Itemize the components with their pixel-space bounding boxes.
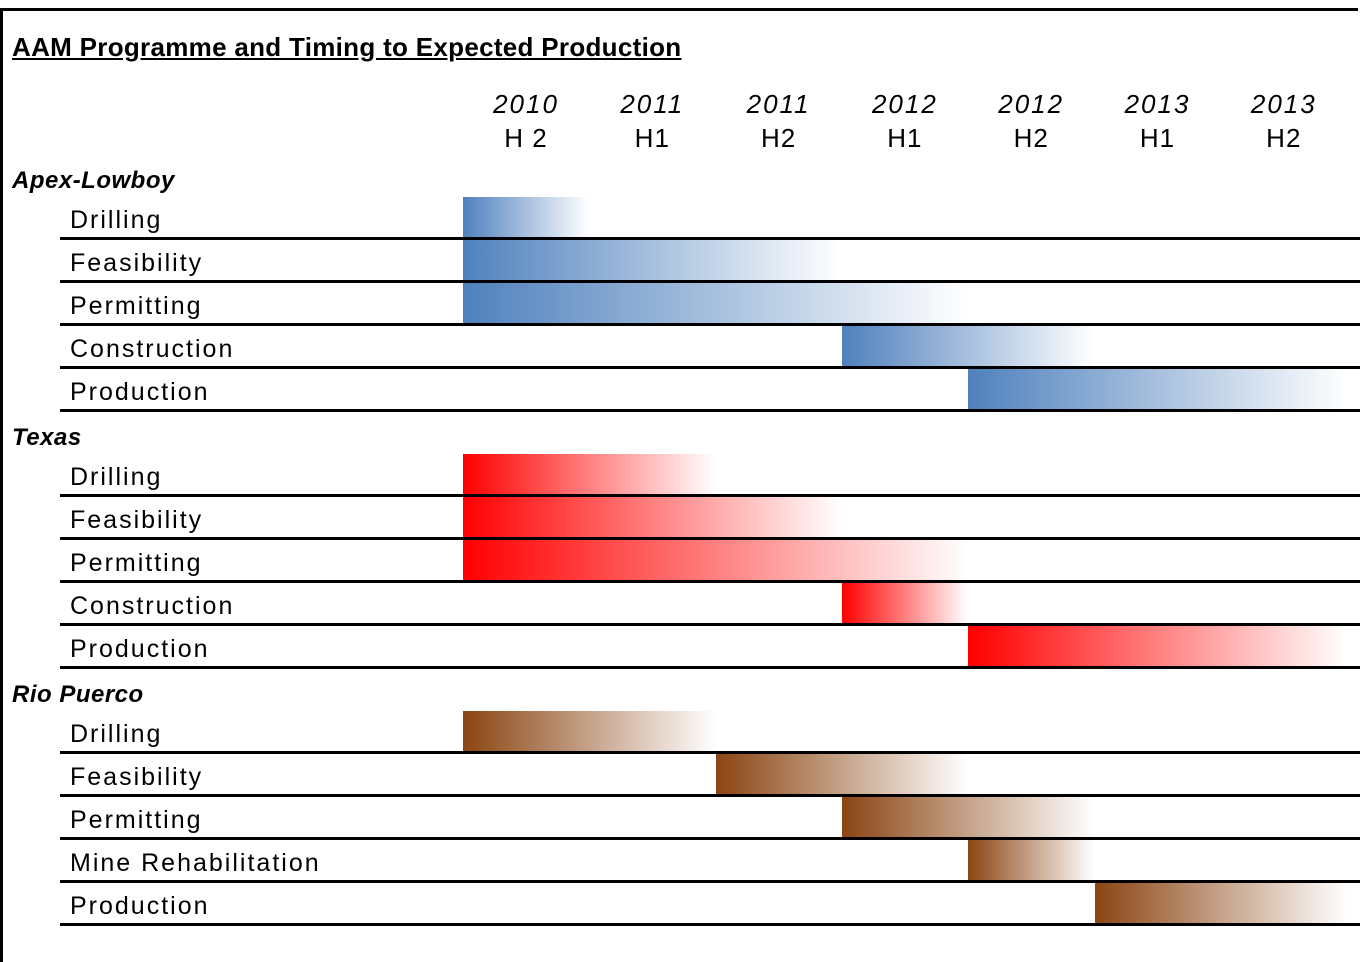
task-label: Mine Rehabilitation — [70, 849, 321, 877]
task-label: Feasibility — [70, 249, 204, 277]
task-bar — [463, 283, 969, 324]
task-bar — [1094, 883, 1348, 924]
task-label: Production — [70, 378, 210, 406]
task-bar — [841, 326, 1095, 367]
task-bar — [968, 626, 1348, 667]
chart-frame — [0, 8, 1358, 962]
period-label: 2013 H2 — [1221, 87, 1347, 155]
task-bar — [463, 540, 969, 581]
task-label: Feasibility — [70, 763, 204, 791]
task-bar — [463, 711, 716, 752]
row-divider — [60, 280, 1360, 283]
task-bar — [841, 797, 1095, 838]
task-label: Production — [70, 635, 210, 663]
row-divider — [60, 794, 1360, 797]
period-half: H1 — [634, 123, 670, 153]
page-title: AAM Programme and Timing to Expected Pro… — [12, 32, 682, 62]
period-year: 2010 — [493, 89, 559, 119]
period-year: 2013 — [1124, 89, 1191, 119]
task-bar — [715, 754, 969, 795]
row-divider — [60, 409, 1360, 412]
row-divider — [60, 623, 1360, 626]
task-label: Permitting — [70, 292, 203, 320]
period-half: H1 — [887, 123, 923, 153]
period-label: 2011 H1 — [589, 87, 715, 155]
row-divider — [60, 366, 1360, 369]
task-bar — [968, 369, 1348, 410]
period-year: 2012 — [998, 89, 1065, 119]
row-divider — [60, 666, 1360, 669]
period-half: H1 — [1139, 123, 1176, 153]
task-bar — [968, 840, 1095, 881]
period-half: H2 — [1013, 123, 1049, 153]
task-label: Production — [70, 892, 210, 920]
task-bar — [463, 197, 590, 238]
project-title: Apex-Lowboy — [12, 167, 175, 194]
row-divider — [60, 237, 1360, 240]
period-label: 2012 H1 — [842, 87, 968, 155]
task-label: Drilling — [70, 720, 163, 748]
period-year: 2013 — [1250, 89, 1317, 119]
row-divider — [60, 923, 1360, 926]
task-label: Permitting — [70, 806, 203, 834]
task-label: Drilling — [70, 463, 163, 491]
row-divider — [60, 323, 1360, 326]
period-half: H 2 — [504, 123, 548, 153]
project-title: Rio Puerco — [12, 681, 144, 708]
period-label: 2013 H1 — [1095, 87, 1221, 155]
row-divider — [60, 494, 1360, 497]
period-year: 2011 — [746, 89, 811, 119]
row-divider — [60, 751, 1360, 754]
period-label: 2012 H2 — [968, 87, 1094, 155]
period-half: H2 — [1266, 123, 1302, 153]
task-label: Permitting — [70, 549, 203, 577]
task-label: Feasibility — [70, 506, 204, 534]
task-label: Construction — [70, 592, 235, 620]
task-label: Construction — [70, 335, 235, 363]
task-bar — [463, 454, 716, 495]
task-bar — [463, 240, 842, 281]
period-half: H2 — [760, 123, 797, 153]
period-year: 2012 — [871, 89, 938, 119]
period-label: 2010 H 2 — [463, 87, 589, 155]
project-title: Texas — [12, 424, 82, 451]
task-label: Drilling — [70, 206, 163, 234]
row-divider — [60, 837, 1360, 840]
row-divider — [60, 880, 1360, 883]
task-bar — [463, 497, 842, 538]
period-year: 2011 — [620, 89, 685, 119]
row-divider — [60, 580, 1360, 583]
row-divider — [60, 537, 1360, 540]
period-label: 2011 H2 — [716, 87, 842, 155]
task-bar — [841, 583, 969, 624]
